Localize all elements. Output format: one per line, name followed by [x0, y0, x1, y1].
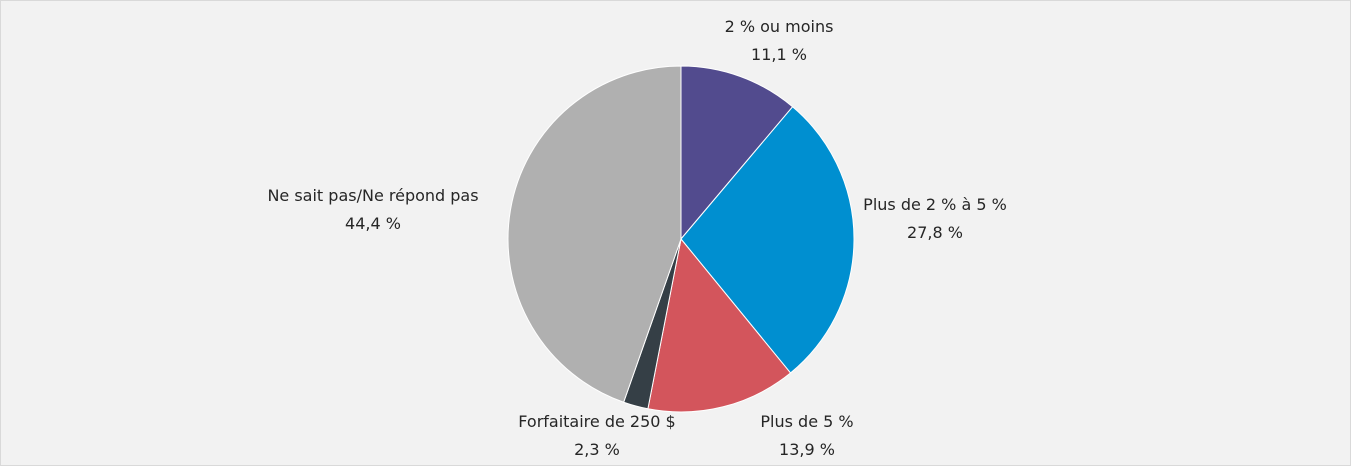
- value-label: 27,8 %: [907, 223, 963, 242]
- pie-slice: [647, 237, 792, 413]
- pie-slice: [680, 106, 855, 374]
- value-label: 2,3 %: [574, 440, 620, 459]
- slice-label: Plus de 5 % 13,9 %: [707, 408, 907, 464]
- value-label: 11,1 %: [751, 45, 807, 64]
- value-label: 44,4 %: [345, 214, 401, 233]
- slice-label: Ne sait pas/Ne répond pas 44,4 %: [253, 182, 493, 238]
- pie-slice: [507, 65, 682, 403]
- category-label: Plus de 2 % à 5 %: [863, 195, 1007, 214]
- slice-label: 2 % ou moins 11,1 %: [679, 13, 879, 69]
- value-label: 13,9 %: [779, 440, 835, 459]
- category-label: Ne sait pas/Ne répond pas: [267, 186, 479, 205]
- slice-label: Forfaitaire de 250 $ 2,3 %: [487, 408, 707, 464]
- pie-slice: [680, 65, 794, 241]
- category-label: 2 % ou moins: [724, 17, 834, 36]
- category-label: Forfaitaire de 250 $: [518, 412, 676, 431]
- slice-label: Plus de 2 % à 5 % 27,8 %: [835, 191, 1035, 247]
- category-label: Plus de 5 %: [760, 412, 854, 431]
